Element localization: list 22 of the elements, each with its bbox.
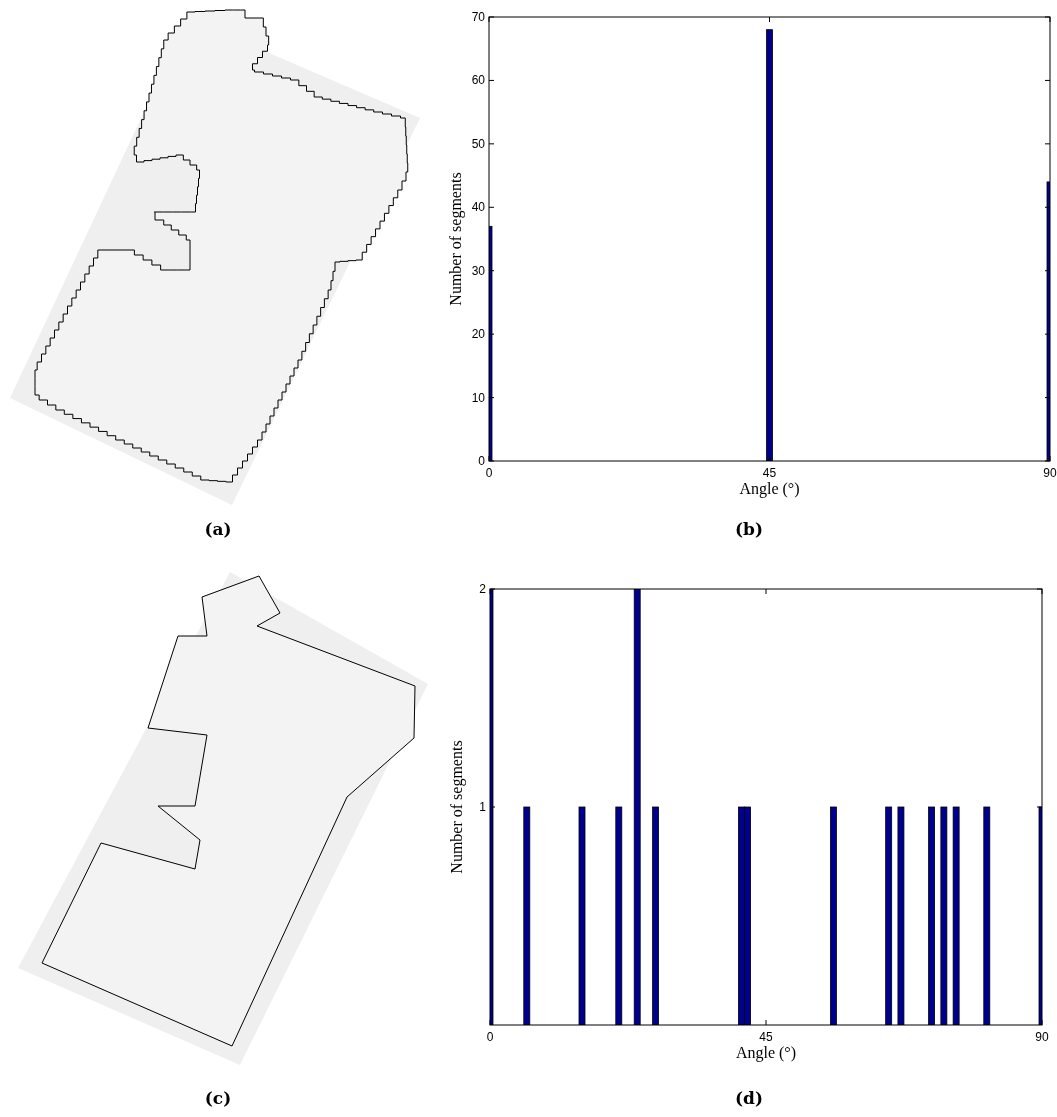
- y-tick-label: 50: [471, 136, 486, 151]
- y-tick-label: 2: [479, 582, 487, 596]
- y-tick-label: 1: [479, 800, 487, 814]
- x-axis-title: Angle (°): [735, 1044, 797, 1062]
- text: (b): [735, 519, 763, 539]
- x-tick-label: 45: [759, 1030, 773, 1044]
- text: (a): [204, 519, 232, 539]
- x-tick-label: 90: [1043, 466, 1057, 480]
- y-axis-title: Number of segments: [447, 172, 465, 306]
- y-tick-label: 0: [478, 454, 486, 468]
- y-tick-label: 60: [471, 73, 486, 88]
- text: (c): [204, 1088, 232, 1108]
- y-tick-label: 70: [471, 10, 486, 24]
- text: (d): [735, 1088, 763, 1108]
- x-tick-label: 45: [762, 466, 777, 480]
- y-tick-label: 30: [471, 263, 486, 278]
- x-axis-title: Angle (°): [739, 480, 800, 498]
- y-tick-label: 10: [471, 390, 486, 405]
- y-tick-label: 40: [471, 200, 486, 215]
- y-axis-title: Number of segments: [448, 740, 466, 874]
- x-tick-label: 90: [1035, 1030, 1049, 1044]
- y-tick-label: 20: [471, 327, 486, 342]
